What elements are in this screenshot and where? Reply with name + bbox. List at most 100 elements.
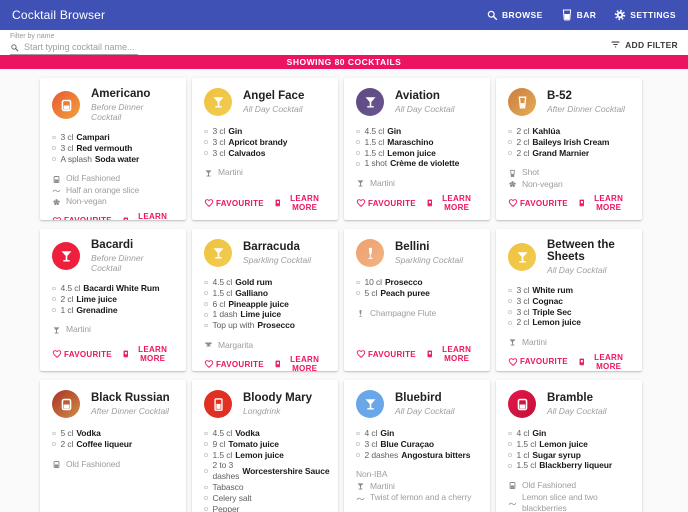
ingredient-item: 5 cl Vodka — [52, 428, 174, 439]
ingredient-name: Gin — [380, 428, 395, 438]
favourite-button[interactable]: FAVOURITE — [356, 198, 416, 208]
learn-more-button[interactable]: LEARN MORE — [274, 355, 326, 371]
card-header: Black Russian After Dinner Cocktail — [52, 390, 174, 418]
ingredient-item: 1.5 cl Galliano — [204, 288, 326, 299]
ingredient-measure: 2 to 3 dashes — [212, 460, 240, 482]
bullet-icon — [204, 129, 208, 134]
ingredient-item: A splash Soda water — [52, 154, 174, 165]
meta-row: Non-vegan — [52, 196, 174, 208]
favourite-button[interactable]: FAVOURITE — [204, 359, 264, 369]
ingredient-measure: 1 dash — [212, 309, 238, 320]
learn-more-button[interactable]: LEARN MORE — [578, 353, 630, 371]
bullet-icon — [356, 151, 360, 155]
cocktail-title: Bramble — [547, 392, 594, 404]
learn-more-button[interactable]: LEARN MORE — [122, 345, 174, 363]
cocktail-title: B-52 — [547, 90, 572, 102]
bullet-icon — [356, 442, 360, 446]
bullet-icon — [204, 442, 208, 446]
ingredient-item: 2 cl Baileys Irish Cream — [508, 137, 630, 148]
card-meta: Non-IBA Martini Twist of lemon and a cherr… — [356, 469, 478, 504]
meta-text: Martini — [370, 178, 395, 189]
nav-settings-label: SETTINGS — [630, 10, 676, 20]
cocktail-avatar — [52, 390, 80, 418]
meta-row: Lemon slice and two blackberries — [508, 492, 630, 512]
search-icon — [486, 9, 498, 21]
ingredient-name: Gin — [228, 126, 243, 136]
favourite-button[interactable]: FAVOURITE — [52, 349, 112, 359]
ingredient-item: 3 cl Calvados — [204, 148, 326, 159]
name-filter-input[interactable] — [24, 42, 134, 52]
cocktail-card: Bellini Sparkling Cocktail 10 cl Prosecco… — [344, 229, 490, 371]
cocktail-title: Angel Face — [243, 90, 305, 102]
meta-text: Martini — [370, 480, 395, 491]
ingredient-item: Pepper — [204, 504, 326, 512]
favourite-label: FAVOURITE — [216, 198, 264, 208]
ingredient-item: 6 cl Pineapple juice — [204, 299, 326, 310]
card-meta: Old Fashioned Half an orange slice Non-veg… — [52, 173, 174, 208]
ingredient-name: Lemon juice — [539, 438, 588, 449]
ingredient-measure: 1 cl — [516, 449, 530, 460]
card-actions: FAVOURITE LEARN MORE — [52, 341, 174, 364]
ingredient-name: Lemon juice — [387, 147, 436, 158]
bullet-icon — [52, 286, 56, 291]
learn-more-label: LEARN MORE — [138, 345, 168, 363]
favourite-button[interactable]: FAVOURITE — [52, 216, 112, 220]
ingredient-measure: Pepper — [212, 503, 240, 512]
ingredient-item: 4.5 cl Gold rum — [204, 277, 326, 288]
favourite-button[interactable]: FAVOURITE — [204, 198, 264, 208]
ingredient-measure: 4.5 cl — [212, 428, 233, 438]
favourite-label: FAVOURITE — [216, 359, 264, 369]
heart-icon — [204, 359, 214, 369]
cocktail-category: Longdrink — [243, 406, 281, 416]
add-filter-button[interactable]: ADD FILTER — [610, 39, 678, 50]
favourite-button[interactable]: FAVOURITE — [508, 357, 568, 367]
favourite-button[interactable]: FAVOURITE — [508, 198, 568, 208]
ingredient-name: Worcestershire Sauce — [242, 465, 330, 476]
meta-row: Shot — [508, 167, 630, 179]
meta-text: Old Fashioned — [66, 458, 120, 469]
ingredient-list: 5 cl Vodka 2 cl Coffee liqueur — [52, 428, 174, 450]
ingredient-item: 3 cl Red vermouth — [52, 143, 174, 154]
learn-more-button[interactable]: LEARN MORE — [426, 194, 478, 212]
martini-glass-icon — [363, 397, 378, 412]
cocktail-title: Bloody Mary — [243, 392, 313, 404]
ingredient-item: 2 cl Lemon juice — [508, 317, 630, 328]
ingredient-name: Maraschino — [387, 136, 434, 147]
cocktail-category: Sparkling Cocktail — [243, 255, 312, 265]
meta-text: Martini — [522, 337, 547, 348]
nav-settings[interactable]: SETTINGS — [614, 9, 676, 21]
heart-icon — [508, 198, 518, 208]
learn-more-button[interactable]: LEARN MORE — [578, 194, 630, 212]
cocktail-card: Bramble All Day Cocktail 4 cl Gin 1.5 cl Le… — [496, 380, 642, 512]
card-actions: FAVOURITE LEARN MORE — [52, 208, 174, 220]
martini-glass-icon — [211, 246, 226, 261]
nav-bar[interactable]: BAR — [561, 9, 597, 21]
martini-glass-icon — [508, 338, 517, 347]
non-vegan-icon — [52, 198, 61, 207]
card-header: Bacardi Before Dinner Cocktail — [52, 239, 174, 273]
heart-icon — [356, 349, 366, 359]
learn-more-button[interactable]: LEARN MORE — [426, 345, 478, 363]
heart-icon — [52, 349, 62, 359]
martini-glass-icon — [363, 95, 378, 110]
book-icon — [426, 349, 434, 359]
favourite-button[interactable]: FAVOURITE — [356, 349, 416, 359]
ingredient-list: 4.5 cl Bacardi White Rum 2 cl Lime juice 1 c… — [52, 283, 174, 315]
meta-text: Lemon slice and two blackberries — [522, 491, 598, 512]
ingredient-measure: 1.5 cl — [212, 287, 233, 298]
ingredient-item: 3 cl Apricot brandy — [204, 137, 326, 148]
bullet-icon — [508, 321, 512, 325]
book-icon — [122, 349, 130, 359]
learn-more-button[interactable]: LEARN MORE — [122, 212, 174, 220]
cocktail-title: Barracuda — [243, 241, 300, 253]
favourite-label: FAVOURITE — [520, 357, 568, 367]
nav-browse[interactable]: BROWSE — [486, 9, 543, 21]
meta-text: Margarita — [218, 339, 254, 350]
learn-more-button[interactable]: LEARN MORE — [274, 194, 326, 212]
filter-by-name-label: Filter by name — [10, 33, 55, 40]
bullet-icon — [356, 431, 360, 436]
bullet-icon — [204, 313, 208, 317]
bullet-icon — [204, 140, 208, 144]
card-actions: FAVOURITE LEARN MORE — [508, 349, 630, 371]
ingredient-item: 1 cl Grenadine — [52, 305, 174, 316]
